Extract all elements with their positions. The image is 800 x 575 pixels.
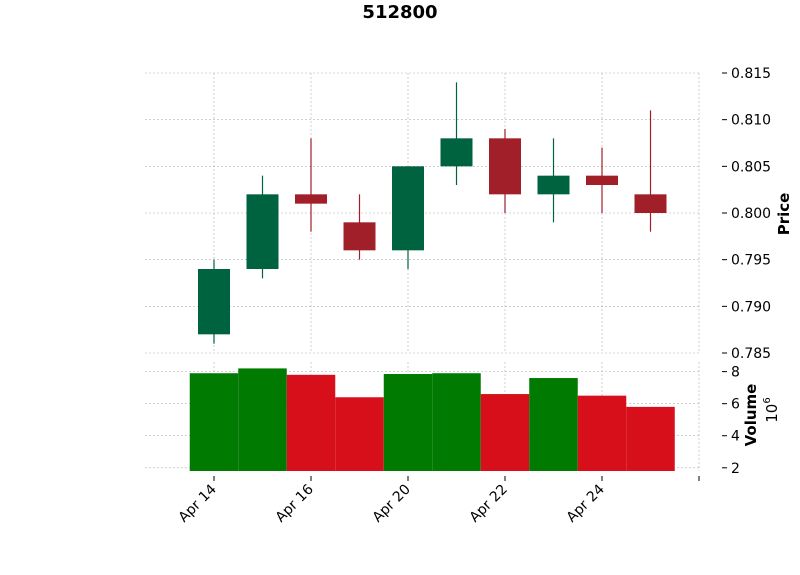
candle-body: [343, 222, 376, 251]
x-tick-label: Apr 22: [467, 482, 511, 526]
volume-bar: [529, 378, 578, 471]
candle-body: [586, 175, 618, 185]
price-axis: 0.785 0.790 0.795 0.800 0.805 0.810 0.815: [722, 66, 771, 362]
volume-bar: [189, 373, 239, 471]
volume-scale-base: 10: [763, 404, 781, 423]
volume-bar: [626, 406, 675, 471]
volume-bar: [238, 368, 287, 471]
x-tick-label: Apr 20: [370, 482, 414, 526]
x-axis: Apr 14 Apr 16 Apr 20 Apr 22 Apr 24: [176, 476, 700, 526]
candle-body: [246, 194, 279, 269]
volume-tick-label: 2: [731, 461, 740, 477]
price-tick-label: 0.805: [731, 159, 771, 175]
volume-scale-exponent: 6: [762, 397, 773, 403]
price-tick-label: 0.795: [731, 253, 771, 269]
x-tick-label: Apr 24: [564, 481, 608, 525]
volume-bar: [335, 397, 384, 471]
price-tick-label: 0.790: [731, 299, 771, 315]
price-tick-label: 0.800: [731, 206, 771, 222]
price-tick-label: 0.815: [731, 66, 771, 82]
candle-body: [295, 194, 327, 204]
volume-scale-label: 106: [762, 397, 781, 422]
candle-body: [634, 194, 667, 213]
price-axis-label: Price: [775, 193, 793, 236]
volume-tick-label: 8: [731, 365, 740, 381]
candle-body: [198, 269, 230, 335]
candles: [198, 82, 667, 344]
candle-body: [392, 166, 424, 251]
x-tick-label: Apr 14: [176, 481, 220, 525]
candle-body: [440, 138, 473, 167]
volume-axis: 2 4 6 8: [722, 365, 740, 477]
price-tick-label: 0.785: [731, 346, 771, 362]
volume-bar: [480, 394, 530, 471]
candle-body: [537, 175, 570, 195]
volume-bar: [432, 373, 481, 471]
candle-body: [489, 138, 521, 195]
volume-bar: [383, 374, 433, 471]
x-tick-label: Apr 16: [273, 481, 317, 525]
volume-bars: [189, 368, 675, 471]
volume-bar: [286, 374, 336, 471]
price-tick-label: 0.810: [731, 113, 771, 129]
volume-tick-label: 6: [731, 397, 740, 413]
volume-tick-label: 4: [731, 429, 740, 445]
volume-bar: [577, 395, 627, 471]
volume-axis-label: Volume: [742, 384, 760, 447]
chart-title: 512800: [362, 2, 437, 23]
